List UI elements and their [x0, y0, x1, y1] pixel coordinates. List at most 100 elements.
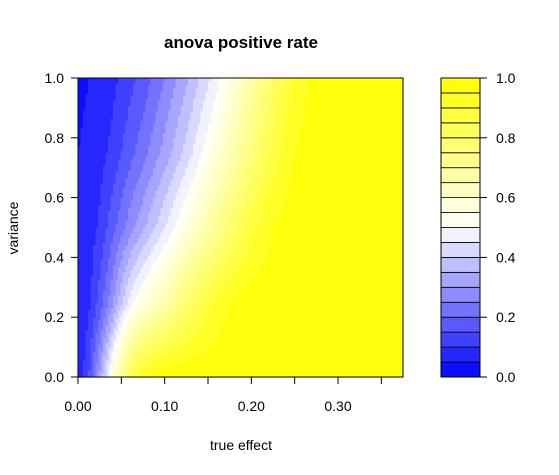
- contour-cell: [338, 369, 342, 373]
- contour-cell: [278, 342, 282, 346]
- contour-cell: [220, 367, 224, 371]
- contour-cell: [228, 339, 232, 343]
- contour-cell: [263, 349, 267, 353]
- contour-cell: [400, 372, 404, 376]
- contour-cell: [290, 369, 294, 373]
- contour-cell: [220, 359, 224, 363]
- contour-cell: [163, 359, 167, 363]
- contour-cell: [133, 339, 137, 343]
- contour-cell: [105, 357, 109, 361]
- contour-cell: [293, 364, 297, 368]
- contour-cell: [388, 339, 392, 343]
- contour-cell: [395, 359, 399, 363]
- contour-cell: [178, 374, 182, 378]
- contour-cell: [313, 344, 317, 348]
- contour-cell: [118, 374, 122, 378]
- contour-cell: [260, 367, 264, 371]
- contour-cell: [310, 359, 314, 363]
- contour-cell: [95, 347, 99, 351]
- contour-cell: [238, 352, 242, 356]
- contour-cell: [328, 339, 332, 343]
- contour-cell: [373, 349, 377, 353]
- contour-cell: [193, 347, 197, 351]
- contour-cell: [170, 362, 174, 366]
- contour-cell: [318, 367, 322, 371]
- contour-cell: [370, 369, 374, 373]
- contour-cell: [260, 359, 264, 363]
- contour-cell: [280, 364, 284, 368]
- contour-cell: [268, 349, 272, 353]
- contour-cell: [275, 357, 279, 361]
- contour-cell: [355, 359, 359, 363]
- contour-cell: [328, 362, 332, 366]
- contour-cell: [253, 372, 257, 376]
- contour-cell: [270, 374, 274, 378]
- contour-cell: [243, 367, 247, 371]
- contour-cell: [293, 344, 297, 348]
- contour-cell: [168, 349, 172, 353]
- contour-cell: [165, 372, 169, 376]
- contour-cell: [198, 339, 202, 343]
- contour-cell: [90, 344, 94, 348]
- contour-cell: [313, 352, 317, 356]
- contour-cell: [168, 342, 172, 346]
- contour-cell: [318, 359, 322, 363]
- contour-cell: [308, 367, 312, 371]
- contour-cell: [205, 364, 209, 368]
- contour-cell: [158, 337, 162, 341]
- contour-cell: [173, 374, 177, 378]
- contour-cell: [180, 347, 184, 351]
- contour-cell: [263, 339, 267, 343]
- contour-cell: [370, 354, 374, 358]
- contour-cell: [80, 339, 84, 343]
- contour-cell: [360, 359, 364, 363]
- contour-cell: [185, 337, 189, 341]
- contour-cell: [348, 359, 352, 363]
- contour-cell: [170, 349, 174, 353]
- contour-cell: [285, 352, 289, 356]
- contour-cell: [130, 349, 134, 353]
- contour-cell: [373, 367, 377, 371]
- contour-cell: [178, 369, 182, 373]
- contour-cell: [323, 342, 327, 346]
- contour-cell: [235, 357, 239, 361]
- contour-cell: [310, 369, 314, 373]
- contour-cell: [228, 374, 232, 378]
- contour-cell: [175, 354, 179, 358]
- contour-cell: [98, 359, 102, 363]
- contour-cell: [265, 342, 269, 346]
- contour-cell: [275, 374, 279, 378]
- contour-cell: [343, 372, 347, 376]
- contour-cell: [230, 359, 234, 363]
- contour-cell: [145, 359, 149, 363]
- contour-cell: [350, 357, 354, 361]
- contour-cell: [378, 362, 382, 366]
- contour-cell: [195, 369, 199, 373]
- contour-cell: [138, 352, 142, 356]
- contour-cell: [340, 342, 344, 346]
- contour-cell: [378, 367, 382, 371]
- contour-cell: [173, 362, 177, 366]
- contour-cell: [158, 347, 162, 351]
- contour-cell: [313, 347, 317, 351]
- contour-cell: [385, 354, 389, 358]
- contour-cell: [123, 369, 127, 373]
- contour-cell: [225, 347, 229, 351]
- contour-cell: [235, 339, 239, 343]
- contour-cell: [260, 369, 264, 373]
- contour-cell: [308, 362, 312, 366]
- contour-cell: [105, 374, 109, 378]
- contour-cell: [123, 349, 127, 353]
- contour-cell: [243, 369, 247, 373]
- contour-cell: [388, 342, 392, 346]
- contour-cell: [240, 359, 244, 363]
- contour-cell: [288, 364, 292, 368]
- contour-cell: [255, 359, 259, 363]
- contour-cell: [363, 357, 367, 361]
- contour-cell: [388, 347, 392, 351]
- contour-cell: [270, 347, 274, 351]
- contour-cell: [138, 364, 142, 368]
- contour-cell: [133, 357, 137, 361]
- contour-cell: [358, 349, 362, 353]
- contour-cell: [328, 359, 332, 363]
